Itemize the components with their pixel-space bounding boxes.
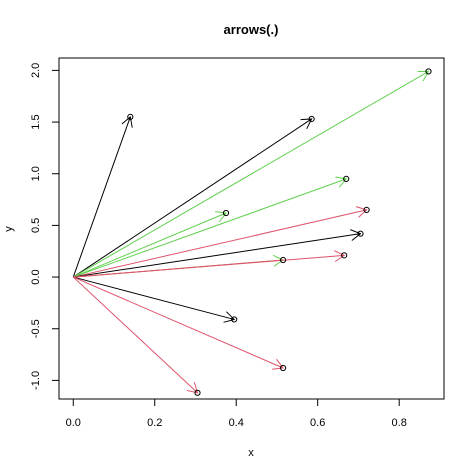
- overlay-segment: [73, 259, 284, 278]
- arrow-head: [121, 115, 133, 128]
- arrow-head: [334, 250, 346, 263]
- arrow-shaft: [72, 118, 312, 278]
- y-tick-label: 1.0: [30, 166, 42, 181]
- x-tick-label: 0.6: [310, 417, 325, 429]
- y-tick-label: 0.0: [30, 269, 42, 284]
- data-point: [363, 206, 370, 213]
- y-tick-label: 0.5: [30, 218, 42, 233]
- x-tick-label: 0.2: [147, 417, 162, 429]
- arrow-head: [417, 70, 430, 82]
- arrow-shaft: [73, 233, 361, 278]
- data-point: [231, 316, 238, 323]
- y-tick-label: 1.5: [30, 114, 42, 129]
- arrow-head: [272, 358, 284, 370]
- data-point: [279, 256, 287, 264]
- arrow-shaft: [72, 276, 198, 394]
- data-point: [343, 175, 350, 182]
- plot-frame: [58, 57, 445, 400]
- y-tick-label: -0.5: [30, 319, 42, 338]
- x-tick-label: 0.8: [392, 417, 407, 429]
- data-layer: [72, 68, 432, 396]
- data-point: [357, 230, 364, 237]
- data-point: [194, 389, 201, 396]
- arrow-head: [300, 118, 313, 130]
- data-point: [127, 113, 134, 121]
- arrow-head: [186, 382, 199, 394]
- data-point: [308, 115, 315, 123]
- arrow-shaft: [73, 276, 235, 320]
- data-point: [279, 364, 287, 372]
- arrow-head: [355, 206, 368, 218]
- arrow-shaft: [73, 276, 284, 369]
- x-tick-label: 0.4: [229, 417, 244, 429]
- y-axis: -1.0 -0.5 0.0 0.5 1.0 1.5 2.0: [30, 63, 60, 390]
- arrow-shaft: [73, 178, 347, 278]
- arrow-head: [223, 311, 236, 323]
- data-point: [341, 252, 348, 259]
- y-axis-label: y: [3, 226, 15, 232]
- x-tick-label: 0.0: [66, 417, 81, 429]
- y-tick-label: 2.0: [30, 63, 42, 78]
- x-axis: 0.0 0.2 0.4 0.6 0.8: [66, 398, 407, 429]
- arrow-head: [335, 176, 348, 188]
- arrow-shaft: [72, 116, 131, 278]
- arrow-shaft: [73, 209, 367, 278]
- x-axis-label: x: [248, 447, 254, 459]
- y-tick-label: -1.0: [30, 371, 42, 390]
- data-point: [222, 209, 230, 217]
- arrow-head: [350, 229, 362, 241]
- plot-title: arrows(.): [224, 22, 279, 37]
- arrow-shaft: [73, 212, 227, 278]
- arrow-shaft: [73, 71, 429, 278]
- arrow-head: [215, 211, 227, 223]
- data-point: [425, 68, 432, 75]
